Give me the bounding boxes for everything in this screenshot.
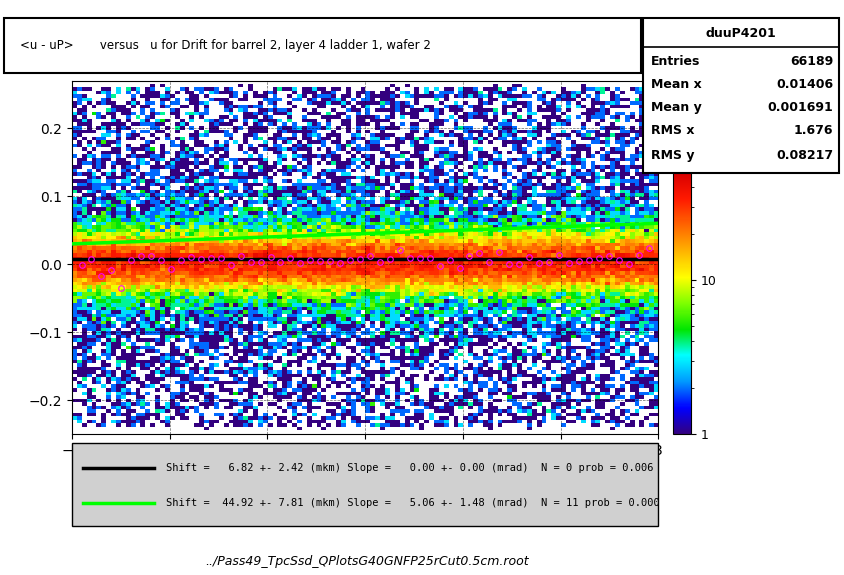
Text: Entries: Entries [651, 55, 701, 68]
Text: Shift =  44.92 +- 7.81 (mkm) Slope =   5.06 +- 1.48 (mrad)  N = 11 prob = 0.000: Shift = 44.92 +- 7.81 (mkm) Slope = 5.06… [165, 498, 659, 508]
Text: Mean y: Mean y [651, 101, 701, 114]
Text: 1.676: 1.676 [793, 124, 833, 137]
Text: 66189: 66189 [790, 55, 833, 68]
Text: RMS x: RMS x [651, 124, 695, 137]
Text: 0.08217: 0.08217 [776, 149, 833, 162]
Text: ../Pass49_TpcSsd_QPlotsG40GNFP25rCut0.5cm.root: ../Pass49_TpcSsd_QPlotsG40GNFP25rCut0.5c… [205, 555, 529, 568]
Text: Mean x: Mean x [651, 78, 701, 91]
Text: RMS y: RMS y [651, 149, 695, 162]
Text: duuP4201: duuP4201 [706, 26, 776, 40]
Text: <u - uP>       versus   u for Drift for barrel 2, layer 4 ladder 1, wafer 2: <u - uP> versus u for Drift for barrel 2… [20, 39, 431, 52]
Text: 0.01406: 0.01406 [776, 78, 833, 91]
Text: 0.001691: 0.001691 [767, 101, 833, 114]
Text: Shift =   6.82 +- 2.42 (mkm) Slope =   0.00 +- 0.00 (mrad)  N = 0 prob = 0.006: Shift = 6.82 +- 2.42 (mkm) Slope = 0.00 … [165, 463, 653, 473]
